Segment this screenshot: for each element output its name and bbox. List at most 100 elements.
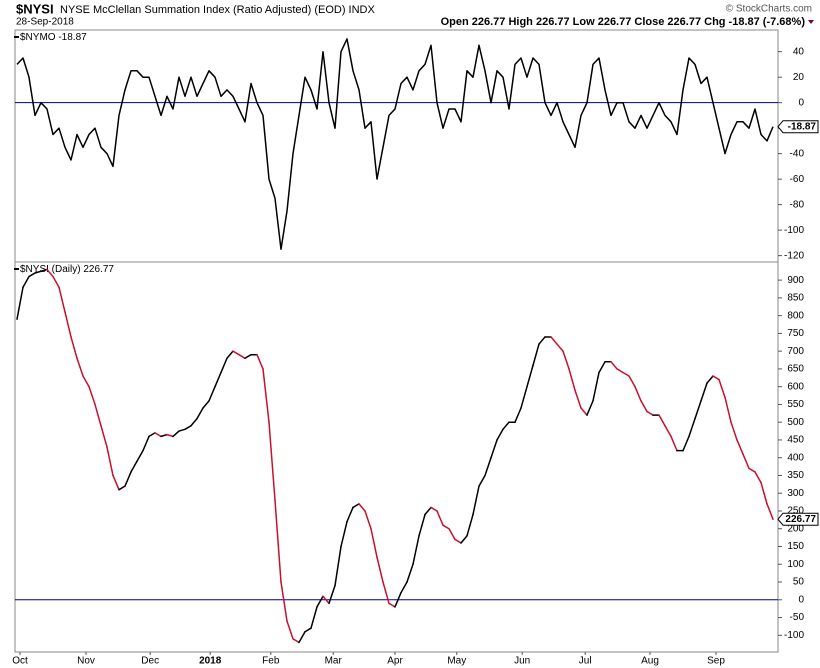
line-segment: [238, 353, 246, 360]
y-tick-label: -120: [784, 250, 804, 261]
line-segment: [22, 275, 30, 288]
line-segment: [52, 275, 60, 288]
line-segment: [634, 385, 642, 402]
line-segment: [460, 535, 468, 544]
line-segment: [682, 435, 690, 452]
last-value-label: -18.87: [788, 121, 817, 132]
line-segment: [436, 510, 444, 526]
line-segment: [628, 375, 636, 388]
legend: $NYMO -18.87: [20, 32, 87, 43]
y-tick-label: 550: [787, 399, 804, 410]
y-tick-label: -40: [790, 148, 805, 159]
description: NYSE McClellan Summation Index (Ratio Ad…: [60, 4, 375, 16]
last-value-label: 226.77: [785, 514, 816, 525]
line-segment: [256, 353, 264, 370]
last-value-tag: [777, 512, 819, 526]
y-tick-label: 400: [787, 452, 804, 463]
line-segment: [640, 400, 648, 413]
line: [16, 38, 774, 251]
line-segment: [346, 506, 354, 523]
y-tick-label: 650: [787, 364, 804, 375]
line-segment: [382, 581, 390, 605]
line-segment: [556, 343, 564, 352]
line-segment: [568, 368, 576, 391]
y-tick-label: 800: [787, 310, 804, 321]
line-segment: [376, 556, 384, 583]
y-tick-label: 850: [787, 293, 804, 304]
line-segment: [742, 453, 750, 470]
line-segment: [202, 400, 210, 409]
line-segment: [220, 357, 228, 374]
line-segment: [88, 385, 96, 406]
x-tick-label: Nov: [77, 656, 95, 667]
line-segment: [208, 385, 216, 402]
line-segment: [466, 513, 474, 537]
line-segment: [268, 421, 276, 502]
line-segment: [142, 435, 150, 452]
line-segment: [670, 435, 678, 452]
line-segment: [406, 563, 414, 583]
line-segment: [754, 471, 762, 484]
line-segment: [274, 499, 282, 583]
line-segment: [106, 446, 114, 477]
line-segment: [358, 503, 366, 512]
y-tick-label: -80: [790, 199, 805, 210]
line-segment: [262, 368, 270, 423]
line-segment: [166, 433, 174, 438]
line-segment: [112, 474, 120, 491]
line-segment: [592, 371, 600, 402]
y-tick-label: 350: [787, 470, 804, 481]
line-segment: [16, 286, 24, 320]
legend-value: 226.77: [83, 264, 114, 275]
line-segment: [550, 336, 558, 345]
line-segment: [646, 410, 654, 416]
line-segment: [424, 506, 432, 516]
y-tick-label: -50: [790, 612, 805, 623]
line-segment: [538, 336, 546, 345]
x-tick-label: Sep: [707, 656, 725, 667]
line-segment: [340, 520, 348, 548]
y-tick-label: 150: [787, 541, 804, 552]
line-segment: [100, 424, 108, 448]
line-segment: [226, 350, 234, 360]
y-tick-label: 20: [793, 72, 805, 83]
line-segment: [658, 414, 666, 427]
line-segment: [58, 286, 66, 313]
x-tick-label: May: [447, 656, 466, 667]
legend-name: $NYMO: [20, 32, 56, 43]
line-segment: [412, 535, 420, 566]
x-tick-label: 2018: [199, 656, 222, 667]
x-tick-label: Aug: [641, 656, 659, 667]
line-segment: [484, 456, 492, 477]
y-tick-label: 40: [793, 46, 805, 57]
line-segment: [148, 432, 156, 438]
y-tick-label: 300: [787, 488, 804, 499]
line-segment: [28, 272, 36, 278]
y-tick-label: 200: [787, 523, 804, 534]
legend-value: -18.87: [58, 32, 87, 43]
line-segment: [442, 524, 450, 530]
line-segment: [184, 424, 192, 431]
line-segment: [400, 581, 408, 594]
line-segment: [430, 506, 438, 512]
line-segment: [616, 368, 624, 374]
y-tick-label: 750: [787, 328, 804, 339]
source: © StockCharts.com: [726, 4, 812, 15]
y-tick-label: 50: [793, 577, 805, 588]
line-segment: [304, 627, 312, 633]
line-segment: [70, 336, 78, 360]
line-segment: [760, 481, 768, 505]
line-segment: [478, 474, 486, 487]
line-segment: [334, 545, 342, 587]
line-segment: [610, 361, 618, 370]
line-segment: [526, 364, 534, 388]
line-segment: [94, 403, 102, 427]
down-arrow: [808, 20, 814, 24]
line-segment: [706, 375, 714, 384]
line-segment: [574, 389, 582, 409]
line-segment: [244, 353, 252, 360]
line-segment: [34, 270, 42, 274]
line-segment: [448, 527, 456, 541]
line-segment: [46, 268, 54, 278]
y-tick-label: 250: [787, 506, 804, 517]
